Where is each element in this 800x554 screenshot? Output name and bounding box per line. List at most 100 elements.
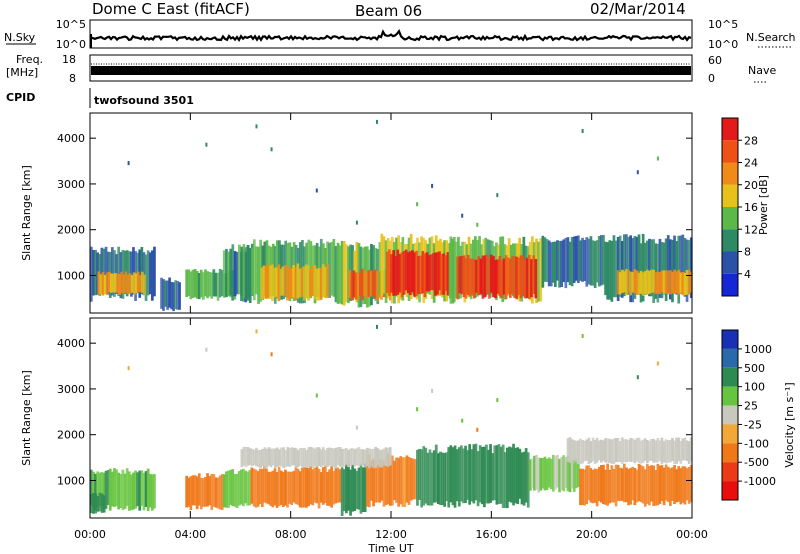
velocity-cell — [216, 477, 220, 509]
velocity-cell — [457, 447, 461, 507]
velocity-echo — [127, 366, 130, 371]
power-cell — [506, 257, 510, 294]
power-cell — [141, 271, 144, 293]
velocity-cell — [134, 470, 137, 509]
velocity-cell — [251, 448, 254, 467]
colorbar-swatch — [722, 367, 738, 387]
colorbar-tick-label: 1000 — [744, 343, 772, 356]
power-cell — [492, 256, 495, 298]
power-echo — [255, 124, 258, 129]
velocity-cell — [296, 468, 300, 505]
velocity-cell — [503, 452, 507, 508]
power-cell — [90, 246, 93, 302]
velocity-cell — [298, 471, 302, 508]
power-cell — [294, 267, 298, 301]
power-cell — [128, 273, 132, 294]
velocity-cell — [292, 447, 296, 466]
velocity-cell — [96, 495, 100, 512]
freq-frame — [89, 54, 693, 82]
velocity-cell — [328, 447, 331, 466]
velocity-yticks: 1000 2000 3000 4000 — [57, 337, 692, 487]
velocity-cell — [273, 448, 277, 469]
power-cell — [479, 258, 483, 295]
power-cell — [608, 240, 612, 300]
power-cell — [153, 246, 156, 297]
power-cell — [212, 269, 216, 297]
power-cell — [552, 241, 555, 283]
power-cell — [591, 240, 595, 286]
velocity-cell — [368, 454, 371, 508]
power-cell — [94, 249, 97, 296]
velocity-cell — [125, 468, 129, 506]
velocity-cell — [616, 464, 620, 501]
power-band — [616, 269, 693, 296]
colorbar-tick-label: -500 — [744, 456, 769, 469]
velocity-cell — [650, 465, 653, 502]
velocity-cell — [508, 446, 511, 502]
velocity-cell — [267, 471, 270, 505]
velocity-cell — [633, 439, 637, 464]
velocity-cell — [380, 459, 384, 501]
velocity-cell — [305, 450, 308, 468]
velocity-cell — [353, 449, 357, 467]
velocity-cell — [618, 467, 622, 502]
freq-label: Freq. — [16, 53, 43, 66]
velocity-cell — [242, 446, 246, 466]
power-cell — [658, 271, 662, 294]
velocity-cell — [432, 450, 436, 503]
nave-tick-bottom: 0 — [708, 72, 715, 85]
velocity-cell — [376, 454, 380, 503]
velocity-echo — [355, 425, 358, 430]
nave-label: Nave — [748, 64, 776, 77]
velocity-cell — [608, 469, 612, 504]
power-cell — [330, 241, 334, 296]
power-cell — [290, 268, 293, 298]
power-cell — [334, 246, 338, 303]
power-cell — [521, 255, 525, 295]
velocity-cell — [265, 468, 268, 504]
power-cell — [288, 266, 291, 300]
velocity-cell — [625, 467, 628, 502]
power-cell — [244, 247, 248, 300]
power-cell — [595, 240, 599, 283]
power-cell — [338, 245, 342, 304]
power-cell — [450, 238, 454, 299]
velocity-cell — [449, 445, 453, 503]
velocity-cell — [493, 445, 497, 501]
velocity-cell — [397, 457, 400, 507]
power-cell — [616, 237, 620, 301]
power-cell — [662, 270, 666, 294]
cpid-label: CPID — [6, 91, 35, 104]
velocity-cell — [472, 444, 476, 504]
power-cell — [266, 264, 270, 299]
power-cell — [281, 266, 285, 296]
power-cell — [434, 252, 437, 296]
velocity-cell — [361, 449, 365, 466]
power-cell — [273, 267, 276, 298]
velocity-cell — [324, 466, 327, 504]
velocity-band — [222, 468, 252, 508]
velocity-cell — [284, 450, 288, 467]
velocity-cell — [359, 449, 363, 466]
velocity-cell — [483, 446, 486, 508]
velocity-cell — [669, 468, 672, 506]
power-cell — [336, 242, 340, 304]
power-cell — [139, 274, 142, 292]
velocity-cell — [185, 475, 188, 508]
velocity-cell — [531, 458, 534, 488]
power-cell — [654, 243, 658, 299]
power-cell — [277, 264, 281, 302]
velocity-band — [365, 453, 417, 508]
xtick-label: 12:00 — [375, 528, 407, 541]
power-cell — [321, 264, 325, 298]
velocity-cell — [512, 443, 515, 506]
velocity-cell — [336, 447, 340, 466]
velocity-cell — [497, 444, 501, 504]
velocity-cell — [222, 474, 226, 508]
velocity-cell — [130, 474, 133, 511]
power-cell — [242, 244, 246, 298]
power-cell — [438, 251, 441, 291]
power-cell — [260, 267, 264, 300]
power-cell — [687, 240, 691, 294]
power-cell — [589, 236, 593, 286]
